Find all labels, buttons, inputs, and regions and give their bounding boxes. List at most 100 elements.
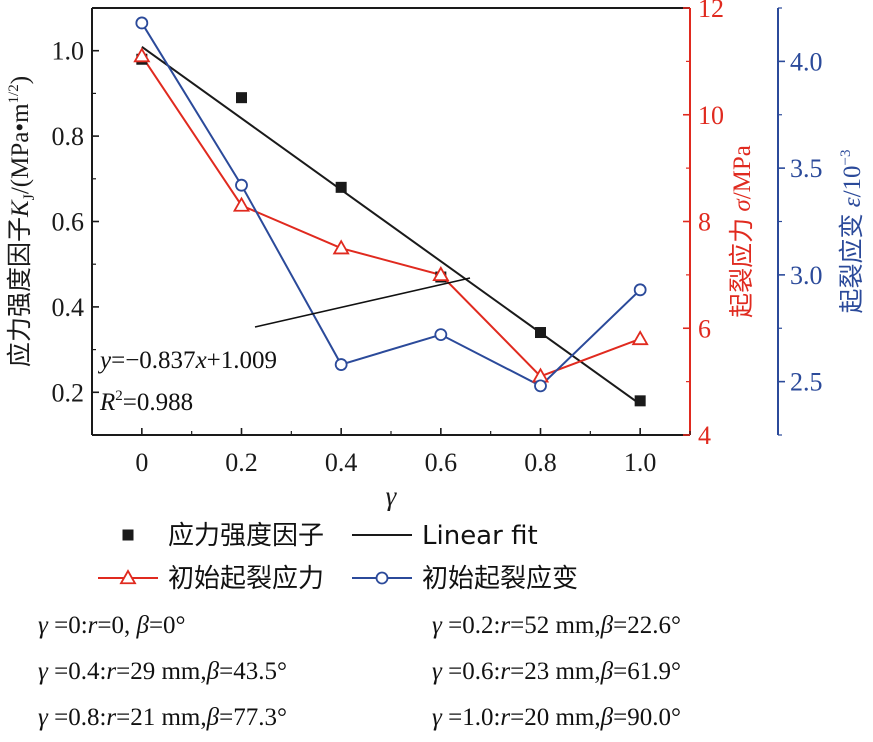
legend-label: 应力强度因子 bbox=[168, 521, 324, 551]
note-rest-b: =21 mm, bbox=[116, 704, 207, 731]
note-beta: β bbox=[206, 704, 220, 731]
y-axis-left-label: 应力强度因子KJ/(MPa•m1/2) bbox=[6, 76, 38, 367]
note-r: r bbox=[500, 658, 511, 685]
y-stress-tick-label: 6 bbox=[698, 314, 711, 343]
fit-equation: y=−0.837x+1.009 bbox=[97, 347, 277, 374]
note-rest-c: =61.9° bbox=[613, 658, 681, 685]
x-tick-label: 0 bbox=[135, 448, 148, 477]
x-axis-label: γ bbox=[386, 481, 398, 511]
series-line bbox=[140, 22, 641, 388]
data-point bbox=[631, 330, 649, 346]
y-strain-tick-label: 3.0 bbox=[790, 261, 823, 290]
series-layer bbox=[133, 16, 649, 407]
note-r: r bbox=[106, 658, 117, 685]
note-rest-a: =0.6: bbox=[441, 658, 501, 685]
legend: 应力强度因子 Linear fit 初始起裂应力 初始起裂应变 bbox=[98, 521, 578, 594]
note-r: r bbox=[500, 704, 511, 731]
x-tick-label: 0.8 bbox=[524, 448, 557, 477]
series-line bbox=[141, 55, 641, 378]
note-rest-c: =90.0° bbox=[613, 704, 681, 731]
note-beta: β bbox=[600, 612, 614, 639]
y-left-tick-label: 0.2 bbox=[52, 378, 85, 407]
note-rest-a: =0: bbox=[47, 612, 88, 639]
y-left-tick-label: 0.4 bbox=[52, 293, 85, 322]
data-point bbox=[235, 178, 248, 192]
note-gamma: γ bbox=[38, 658, 48, 685]
note-rest-a: =0.4: bbox=[47, 658, 107, 685]
y-strain-tick-label: 4.0 bbox=[790, 47, 823, 76]
note-rest-b: =52 mm, bbox=[510, 612, 601, 639]
note-rest-c: =43.5° bbox=[219, 658, 287, 685]
note-rest-c: =22.6° bbox=[613, 612, 681, 639]
note-rest-b: =23 mm, bbox=[510, 658, 601, 685]
data-point bbox=[133, 47, 151, 63]
r-squared: R2=0.988 bbox=[99, 388, 193, 416]
data-point bbox=[634, 395, 646, 407]
parameter-note: γ =1.0:r=20 mm,β=90.0° bbox=[432, 704, 681, 732]
legend-item: 应力强度因子 bbox=[122, 521, 324, 551]
note-rest-c: =77.3° bbox=[219, 704, 287, 731]
note-rest-c: =0° bbox=[148, 612, 186, 639]
y-strain-tick-label: 3.5 bbox=[790, 154, 823, 183]
data-point bbox=[232, 196, 251, 212]
data-point bbox=[332, 239, 350, 255]
note-rest-a: =0.8: bbox=[47, 704, 107, 731]
legend-marker bbox=[122, 529, 134, 541]
y-strain-tick-label: 2.5 bbox=[790, 368, 823, 397]
note-gamma: γ bbox=[38, 612, 48, 639]
data-point bbox=[535, 327, 546, 339]
x-tick-label: 0.2 bbox=[225, 448, 258, 477]
data-point bbox=[135, 16, 149, 30]
data-point bbox=[335, 181, 347, 193]
axes-layer: 0 0.2 0.4 0.6 0.8 1.0 γ 0.2 0.4 0.6 0.8 1.0 应力强度因子KJ… bbox=[6, 0, 866, 511]
y-axis-strain-label: 起裂应变 ε/10−3 bbox=[838, 149, 866, 313]
y-stress-tick-label: 4 bbox=[698, 421, 711, 450]
parameter-note: γ =0.4:r=29 mm,β=43.5° bbox=[38, 658, 287, 686]
legend-item: 初始起裂应力 bbox=[98, 564, 324, 594]
data-point bbox=[633, 283, 647, 297]
parameter-note: γ =0.6:r=23 mm,β=61.9° bbox=[432, 658, 681, 686]
x-tick-label: 0.4 bbox=[325, 448, 358, 477]
y-left-tick-label: 0.6 bbox=[52, 208, 85, 237]
note-gamma: γ bbox=[432, 658, 442, 685]
data-point bbox=[432, 266, 450, 282]
x-tick-label: 0.6 bbox=[425, 448, 458, 477]
data-point bbox=[334, 358, 348, 371]
note-r: r bbox=[87, 612, 98, 639]
x-tick-label: 1.0 bbox=[624, 448, 657, 477]
note-rest-b: =20 mm, bbox=[510, 704, 601, 731]
y-stress-tick-label: 8 bbox=[698, 208, 711, 237]
chart: 0 0.2 0.4 0.6 0.8 1.0 γ 0.2 0.4 0.6 0.8 1.0 应力强度因子KJ… bbox=[6, 0, 866, 594]
note-beta: β bbox=[600, 704, 614, 731]
legend-item: Linear fit bbox=[352, 521, 538, 551]
legend-label: 初始起裂应力 bbox=[168, 564, 324, 594]
y-left-tick-label: 1.0 bbox=[52, 37, 85, 66]
parameter-note: γ =0.8:r=21 mm,β=77.3° bbox=[38, 704, 287, 732]
annotation-layer: y=−0.837x+1.009 R2=0.988 bbox=[97, 277, 471, 416]
legend-marker bbox=[119, 569, 137, 585]
note-r: r bbox=[106, 704, 117, 731]
note-gamma: γ bbox=[432, 704, 442, 731]
note-beta: β bbox=[136, 612, 149, 639]
legend-label: Linear fit bbox=[422, 521, 538, 551]
note-beta: β bbox=[600, 658, 614, 685]
annotation-leader-line bbox=[254, 277, 471, 328]
y-left-tick-label: 0.8 bbox=[52, 122, 85, 151]
parameter-note: γ =0:r=0, β=0° bbox=[38, 612, 186, 640]
y-axis-stress-label: 起裂应力 σ/MPa bbox=[728, 145, 756, 318]
y-stress-tick-label: 10 bbox=[698, 101, 724, 130]
data-point bbox=[534, 379, 547, 393]
data-point bbox=[236, 92, 247, 104]
legend-marker bbox=[375, 571, 389, 585]
note-rest-b: =29 mm, bbox=[116, 658, 207, 685]
data-point bbox=[434, 328, 448, 342]
note-rest-b: =0, bbox=[97, 612, 137, 639]
note-rest-a: =0.2: bbox=[441, 612, 501, 639]
parameter-note: γ =0.2:r=52 mm,β=22.6° bbox=[432, 612, 681, 640]
note-r: r bbox=[500, 612, 511, 639]
legend-item: 初始起裂应变 bbox=[352, 564, 578, 594]
linear-fit-line bbox=[141, 46, 641, 406]
y-stress-tick-label: 12 bbox=[698, 0, 724, 23]
note-beta: β bbox=[206, 658, 220, 685]
note-rest-a: =1.0: bbox=[441, 704, 501, 731]
